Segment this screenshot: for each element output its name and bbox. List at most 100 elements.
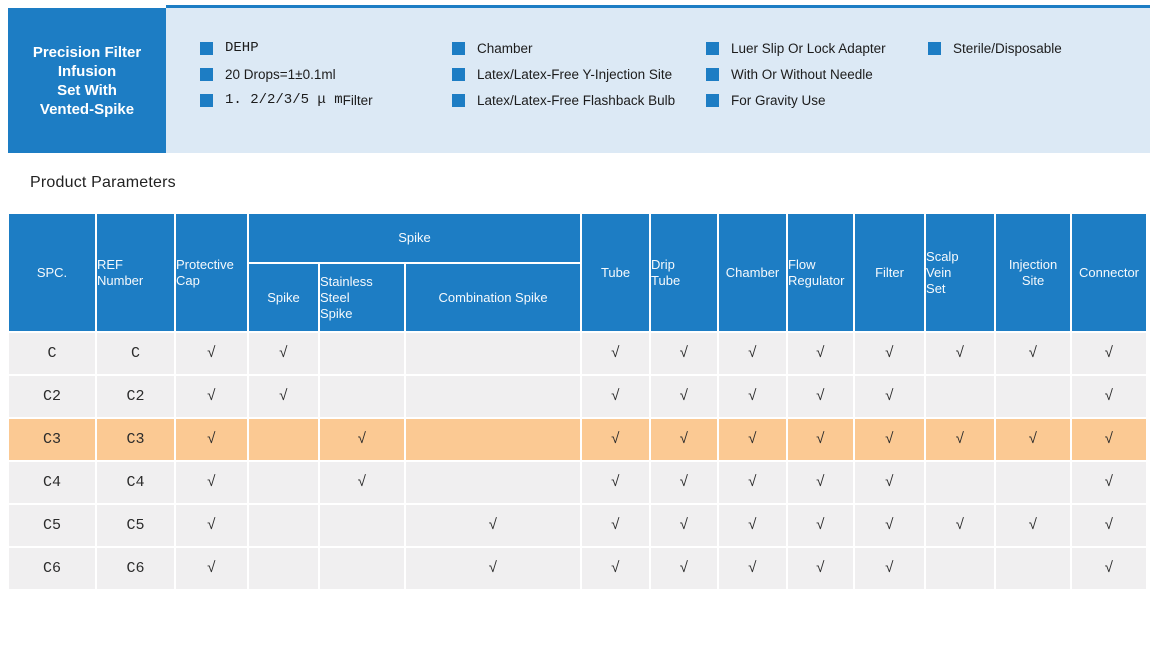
check-cell	[924, 546, 997, 591]
bullet-square-icon	[452, 41, 465, 55]
check-cell: √	[649, 546, 720, 591]
bullet-square-icon	[928, 41, 941, 55]
check-cell: √	[786, 546, 856, 591]
check-cell: √	[649, 417, 720, 462]
col-header-tube: Tube	[580, 212, 652, 333]
check-cell	[318, 503, 406, 548]
col-header-stainless-steel-spike: Stainless Steel Spike	[318, 262, 406, 333]
check-cell	[318, 546, 406, 591]
check-cell: √	[853, 546, 927, 591]
check-cell: √	[853, 417, 927, 462]
check-cell: √	[174, 503, 249, 548]
bullet-square-icon	[706, 41, 719, 55]
check-cell	[403, 374, 583, 419]
ref-cell: C5	[95, 503, 176, 548]
feature-label: For Gravity Use	[731, 92, 826, 108]
check-cell: √	[580, 374, 652, 419]
feature-column: Chamber Latex/Latex-Free Y-Injection Site…	[452, 41, 675, 119]
check-cell	[924, 374, 997, 419]
check-cell: √	[580, 460, 652, 505]
table-row-c2[interactable]: C2 C2 √ √ √ √ √ √ √ √	[7, 374, 1149, 419]
product-title-line: Set With	[57, 81, 117, 99]
feature-column: Luer Slip Or Lock Adapter With Or Without…	[706, 41, 886, 119]
check-cell: √	[786, 417, 856, 462]
check-cell: √	[174, 417, 249, 462]
ref-cell: C4	[95, 460, 176, 505]
ref-cell: C6	[95, 546, 176, 591]
table-row-c5[interactable]: C5 C5 √ √ √ √ √ √ √ √ √ √	[7, 503, 1149, 548]
spc-cell: C	[7, 331, 97, 376]
feature-item: Sterile/Disposable	[928, 41, 1062, 56]
bullet-square-icon	[200, 67, 213, 81]
feature-item: 1. 2/2/3/5 μ m Filter	[200, 92, 373, 108]
check-cell: √	[649, 460, 720, 505]
col-header-ref-number: REF Number	[95, 212, 176, 333]
table-row-c4[interactable]: C4 C4 √ √ √ √ √ √ √ √	[7, 460, 1149, 505]
check-cell: √	[924, 331, 997, 376]
check-cell: √	[1070, 417, 1149, 462]
product-parameters-table: SPC. REF Number Protective Cap Spike Tub…	[7, 212, 1149, 591]
features-panel: DEHP 20 Drops=1±0.1ml 1. 2/2/3/5 μ m Filte…	[166, 5, 1150, 153]
check-cell	[247, 417, 320, 462]
ref-cell: C3	[95, 417, 176, 462]
check-cell: √	[403, 503, 583, 548]
check-cell: √	[174, 460, 249, 505]
check-cell: √	[786, 460, 856, 505]
check-cell: √	[853, 460, 927, 505]
col-header-spike-group: Spike	[246, 212, 583, 264]
feature-item: Latex/Latex-Free Y-Injection Site	[452, 66, 675, 82]
check-cell: √	[994, 331, 1073, 376]
check-cell: √	[924, 417, 997, 462]
col-header-filter: Filter	[853, 212, 927, 333]
check-cell: √	[1070, 503, 1149, 548]
product-title-line: Vented-Spike	[39, 100, 135, 118]
check-cell: √	[649, 331, 720, 376]
feature-label: Latex/Latex-Free Y-Injection Site	[477, 66, 673, 82]
table-row-c6[interactable]: C6 C6 √ √ √ √ √ √ √ √	[7, 546, 1149, 591]
check-cell	[247, 503, 320, 548]
feature-label: Luer Slip Or Lock Adapter	[731, 40, 886, 56]
table-row-c[interactable]: C C √ √ √ √ √ √ √ √ √ √	[7, 331, 1149, 376]
table-header-row-2: Spike Stainless Steel Spike Combination …	[8, 262, 1147, 333]
check-cell	[247, 546, 320, 591]
check-cell: √	[717, 331, 789, 376]
product-title-line: Infusion	[57, 62, 117, 80]
check-cell	[403, 331, 583, 376]
feature-label: 1. 2/2/3/5 μ m	[225, 92, 343, 108]
feature-column: DEHP 20 Drops=1±0.1ml 1. 2/2/3/5 μ m Filte…	[200, 40, 373, 119]
product-title-line: Precision Filter	[32, 43, 142, 61]
check-cell	[247, 460, 320, 505]
check-cell: √	[247, 331, 320, 376]
col-header-connector: Connector	[1070, 212, 1149, 333]
check-cell: √	[717, 417, 789, 462]
feature-label: Chamber	[477, 40, 533, 56]
feature-label: Latex/Latex-Free Flashback Bulb	[477, 92, 676, 108]
check-cell: √	[853, 374, 927, 419]
col-header-scalp-vein-set: Scalp Vein Set	[924, 212, 997, 333]
col-header-flow-regulator: Flow Regulator	[786, 212, 856, 333]
check-cell: √	[318, 460, 406, 505]
check-cell: √	[924, 503, 997, 548]
col-header-spike: Spike	[247, 262, 320, 333]
feature-item: Chamber	[452, 40, 675, 56]
check-cell: √	[580, 331, 652, 376]
check-cell: √	[994, 417, 1073, 462]
bullet-square-icon	[452, 67, 465, 81]
table-row-c3[interactable]: C3 C3 √ √ √ √ √ √ √ √ √ √	[7, 417, 1149, 462]
check-cell: √	[174, 331, 249, 376]
check-cell: √	[853, 331, 927, 376]
check-cell: √	[247, 374, 320, 419]
check-cell: √	[580, 417, 652, 462]
check-cell: √	[994, 503, 1073, 548]
feature-item: For Gravity Use	[706, 92, 886, 108]
product-title: Precision Filter Infusion Set With Vented-S…	[33, 43, 141, 119]
feature-label: 20 Drops=1±0.1ml	[225, 66, 336, 82]
ref-cell: C2	[95, 374, 176, 419]
check-cell: √	[649, 503, 720, 548]
table-header-row-1: SPC. REF Number Protective Cap Spike Tub…	[7, 212, 1149, 333]
check-cell	[994, 374, 1073, 419]
col-header-protective-cap: Protective Cap	[174, 212, 249, 333]
spc-cell: C5	[7, 503, 97, 548]
feature-item: DEHP	[200, 40, 373, 56]
check-cell: √	[1070, 374, 1149, 419]
